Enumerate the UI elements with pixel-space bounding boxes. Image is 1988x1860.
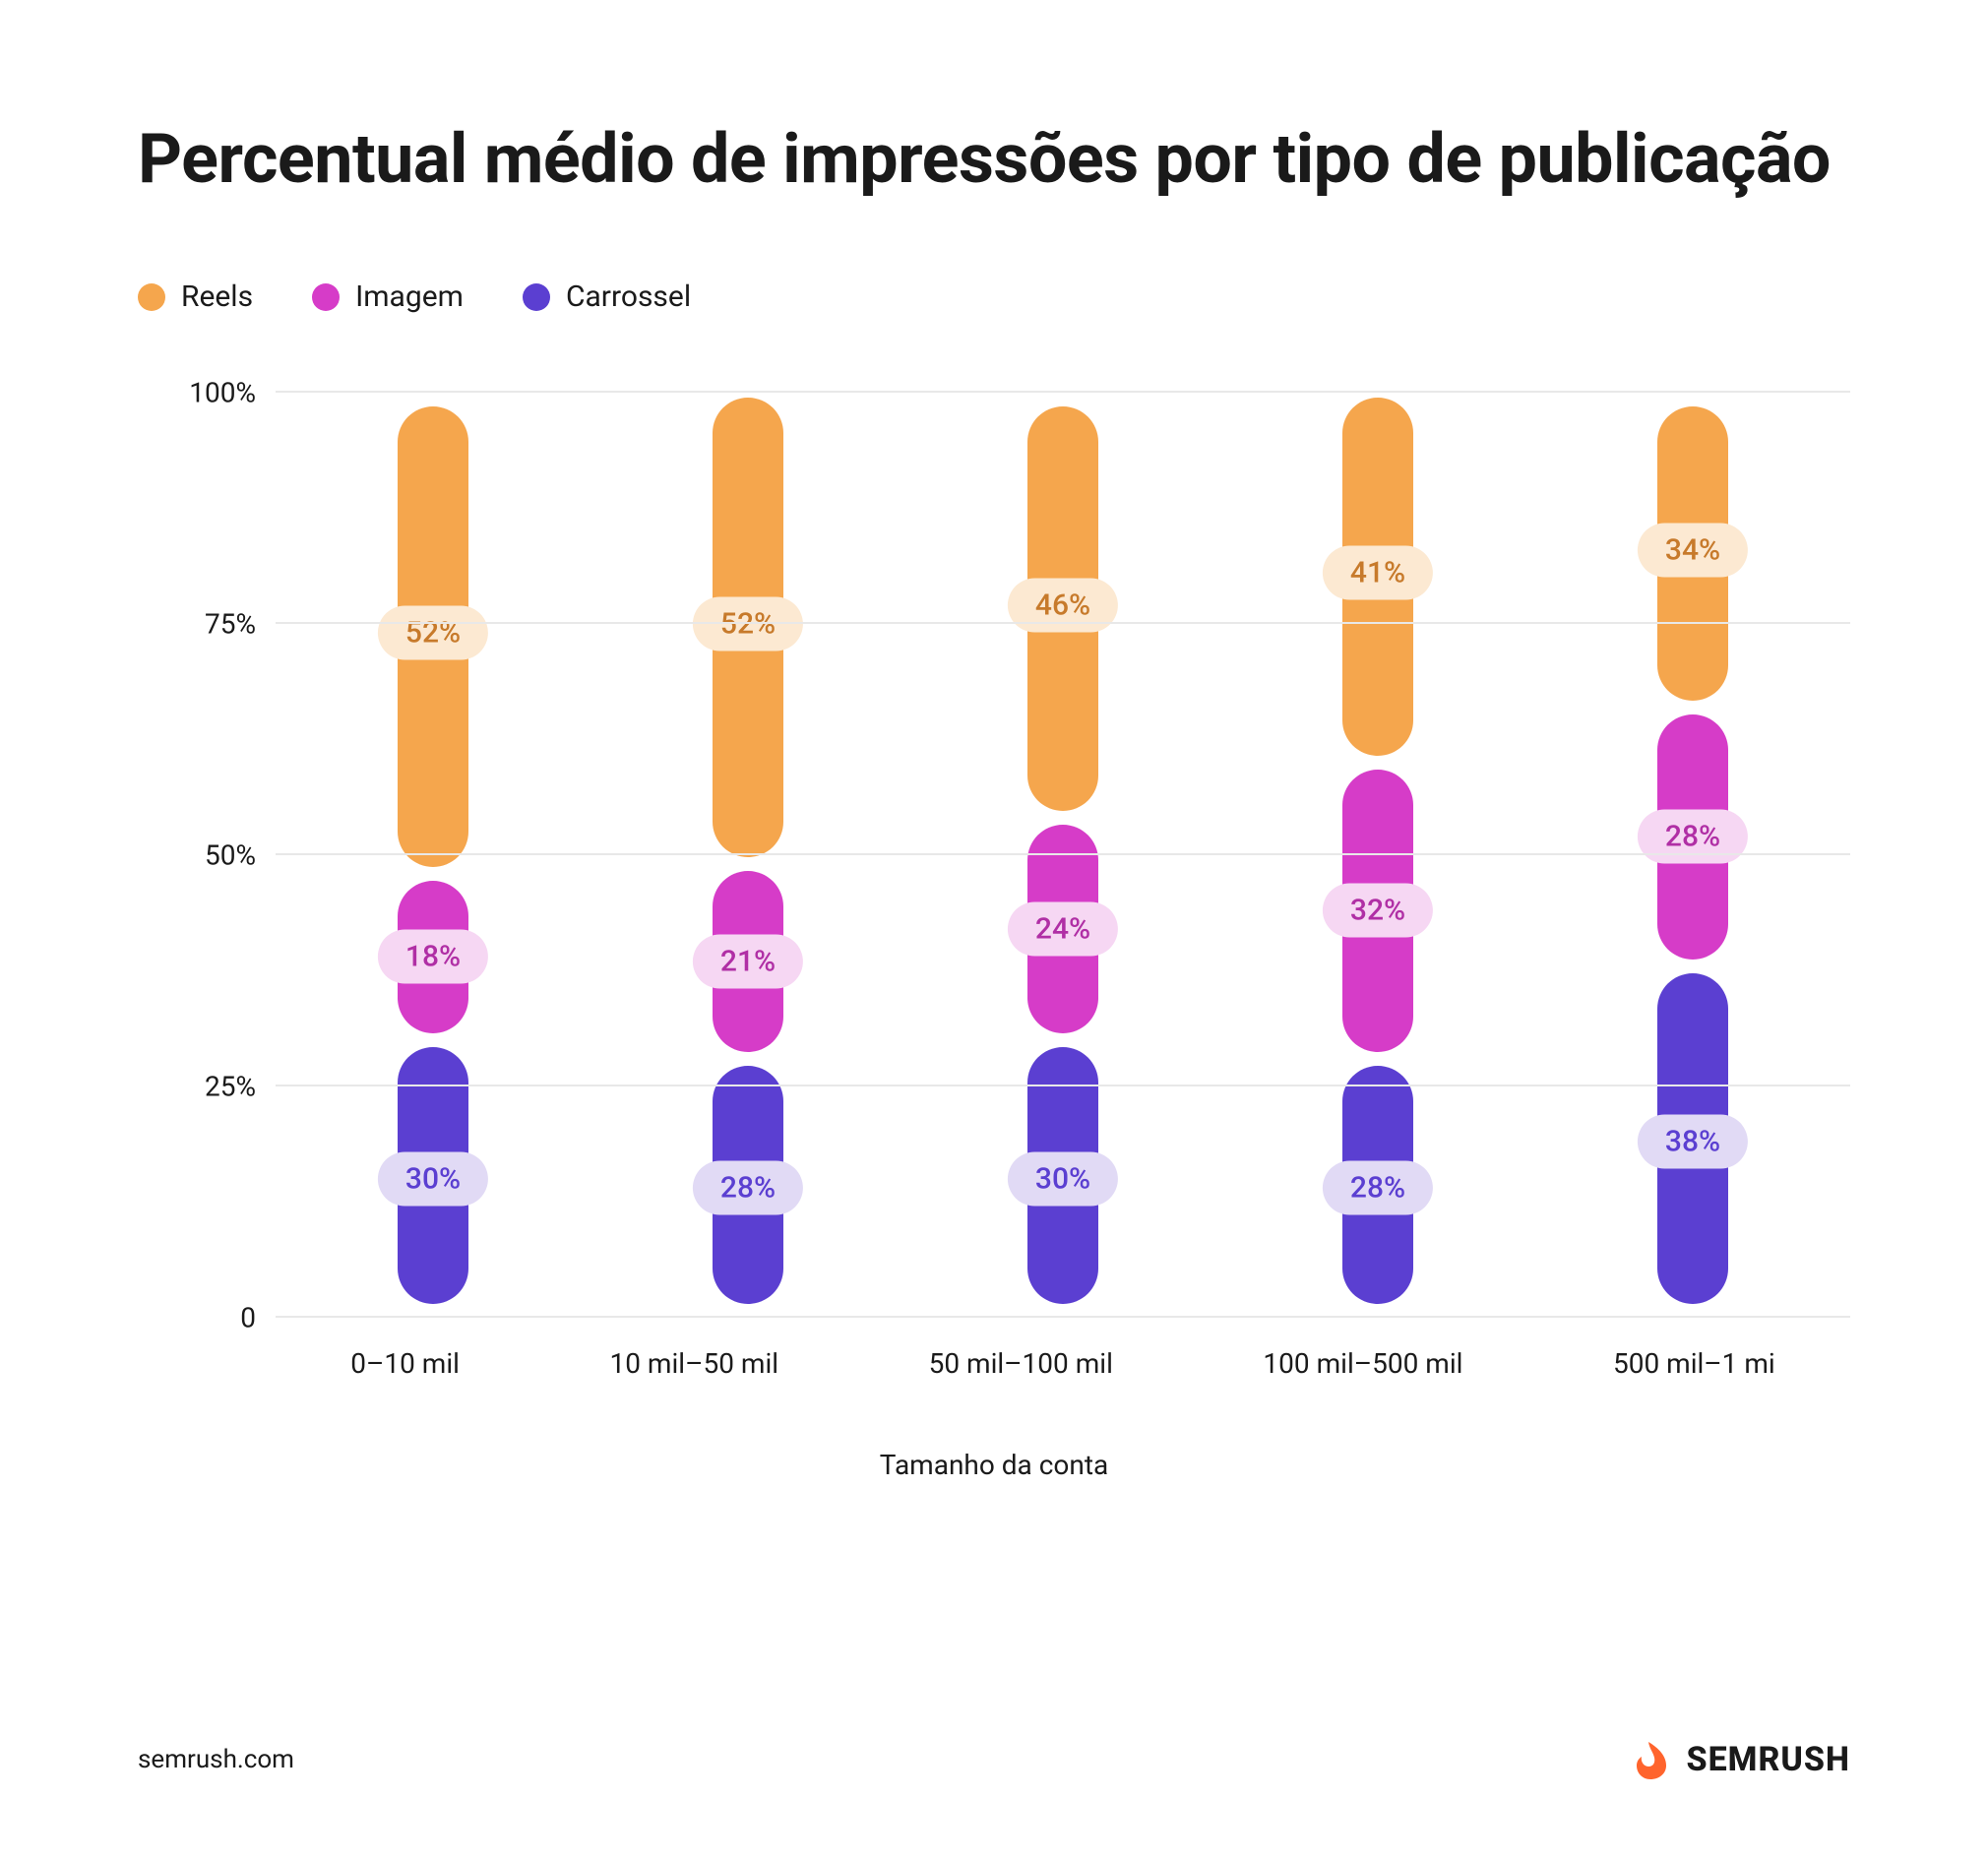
y-axis: 025%50%75%100% [138,393,276,1318]
value-pill-imagem: 21% [693,935,803,989]
gridline [276,622,1850,624]
brand-logo: SEMRUSH [1629,1738,1850,1781]
y-tick: 100% [189,377,256,409]
bar-columns: 30%18%52%28%21%52%30%24%46%28%32%41%38%2… [276,393,1850,1318]
gridline [276,853,1850,855]
legend-swatch [138,283,165,311]
legend-label: Imagem [355,279,464,314]
legend-label: Carrossel [566,279,691,314]
bar-column: 30%24%46% [1027,393,1098,1318]
y-tick: 50% [205,839,256,872]
legend-item-reels: Reels [138,279,253,314]
value-pill-carrossel: 38% [1638,1115,1748,1169]
x-tick: 500 mil–1 mi [1613,1347,1775,1380]
footer-site: semrush.com [138,1745,294,1774]
bar-column: 38%28%34% [1657,393,1728,1318]
bar-column: 28%21%52% [713,393,783,1318]
gridline [276,391,1850,393]
legend-label: Reels [181,279,253,314]
value-pill-carrossel: 28% [693,1161,803,1215]
value-pill-imagem: 24% [1008,902,1118,957]
y-tick: 25% [205,1071,256,1103]
x-tick: 10 mil–50 mil [610,1347,779,1380]
value-pill-carrossel: 30% [1008,1152,1118,1207]
value-pill-imagem: 18% [378,930,488,984]
value-pill-reels: 46% [1008,579,1118,633]
y-tick: 0 [240,1302,256,1334]
gridline [276,1316,1850,1318]
value-pill-carrossel: 28% [1323,1161,1433,1215]
value-pill-reels: 52% [693,597,803,651]
plot-area: 30%18%52%28%21%52%30%24%46%28%32%41%38%2… [276,393,1850,1318]
value-pill-reels: 34% [1638,523,1748,577]
bar-column: 30%18%52% [398,393,468,1318]
value-pill-carrossel: 30% [378,1152,488,1207]
value-pill-imagem: 28% [1638,810,1748,864]
footer: semrush.com SEMRUSH [138,1679,1850,1781]
legend-swatch [523,283,550,311]
chart-title: Percentual médio de impressões por tipo … [138,118,1850,201]
legend: Reels Imagem Carrossel [138,279,1850,314]
x-tick: 50 mil–100 mil [929,1347,1113,1380]
x-tick: 100 mil–500 mil [1263,1347,1462,1380]
bar-column: 28%32%41% [1342,393,1413,1318]
value-pill-reels: 52% [378,606,488,660]
flame-icon [1629,1738,1672,1781]
x-tick: 0–10 mil [350,1347,460,1380]
legend-swatch [312,283,340,311]
x-axis: 0–10 mil 10 mil–50 mil 50 mil–100 mil 100 m… [276,1347,1850,1380]
value-pill-imagem: 32% [1323,884,1433,938]
legend-item-imagem: Imagem [312,279,464,314]
y-tick: 75% [205,608,256,641]
brand-text: SEMRUSH [1686,1740,1850,1779]
value-pill-reels: 41% [1323,546,1433,600]
gridline [276,1085,1850,1086]
x-axis-label: Tamanho da conta [138,1449,1850,1481]
chart: 025%50%75%100% 30%18%52%28%21%52%30%24%4… [138,393,1850,1679]
legend-item-carrossel: Carrossel [523,279,691,314]
